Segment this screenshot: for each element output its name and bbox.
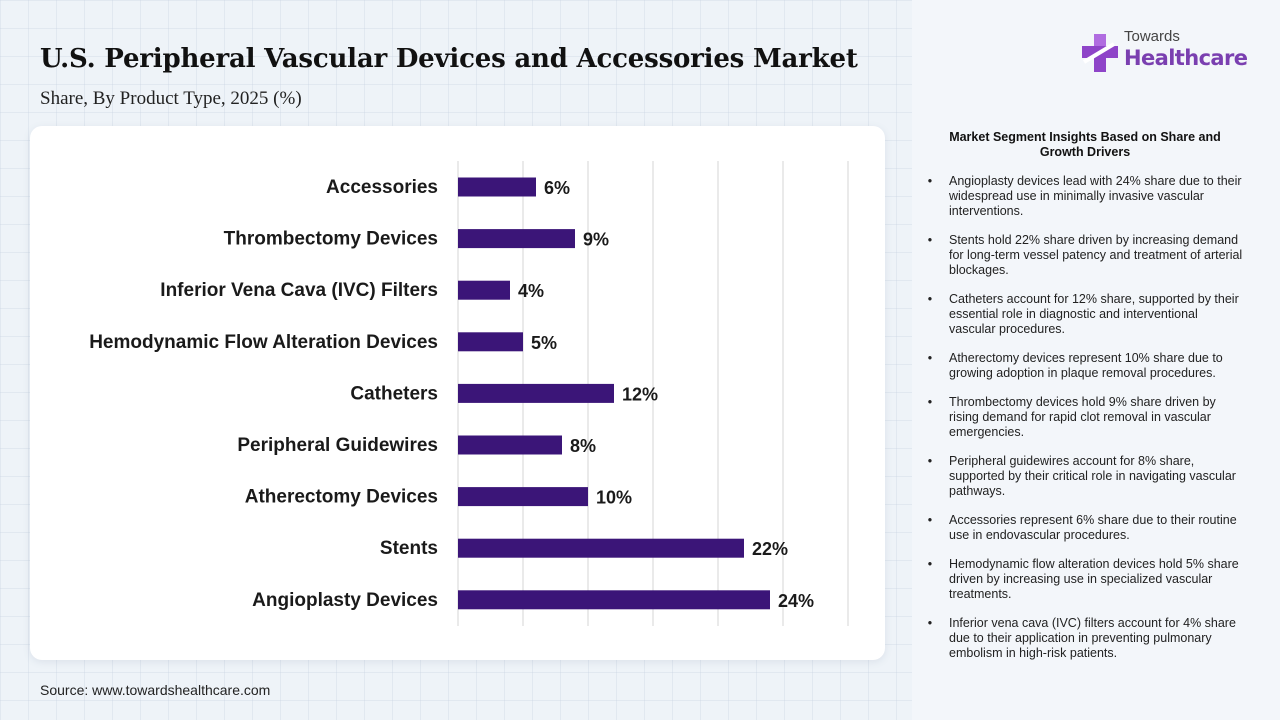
insight-text: Atherectomy devices represent 10% share … — [949, 351, 1223, 380]
page-subtitle: Share, By Product Type, 2025 (%) — [40, 88, 302, 109]
insight-item: • Peripheral guidewires account for 8% sh… — [925, 454, 1245, 499]
bullet-icon: • — [927, 174, 933, 188]
insight-item: • Accessories represent 6% share due to t… — [925, 513, 1245, 543]
data-label: 12% — [622, 384, 658, 404]
page-title: U.S. Peripheral Vascular Devices and Acc… — [40, 44, 858, 74]
logo-text-top: Towards — [1124, 28, 1180, 45]
data-label: 4% — [518, 281, 544, 301]
category-label: Atherectomy Devices — [245, 487, 438, 508]
insight-text: Hemodynamic flow alteration devices hold… — [949, 557, 1239, 601]
insight-text: Thrombectomy devices hold 9% share drive… — [949, 395, 1216, 439]
bullet-icon: • — [927, 233, 933, 247]
insight-text: Peripheral guidewires account for 8% sha… — [949, 454, 1236, 498]
bullet-icon: • — [927, 395, 933, 409]
insights-title: Market Segment Insights Based on Share a… — [949, 130, 1221, 159]
data-label: 6% — [544, 178, 570, 198]
category-label: Angioplasty Devices — [252, 590, 438, 611]
data-label: 8% — [570, 436, 596, 456]
insight-text: Inferior vena cava (IVC) filters account… — [949, 616, 1236, 660]
insights-items: • Angioplasty devices lead with 24% share… — [925, 174, 1245, 661]
insight-text: Catheters account for 12% share, support… — [949, 292, 1239, 336]
insight-item: • Hemodynamic flow alteration devices hol… — [925, 557, 1245, 602]
category-label: Accessories — [326, 177, 438, 198]
bar — [458, 538, 744, 558]
insight-item: • Atherectomy devices represent 10% share… — [925, 351, 1245, 381]
insight-text: Angioplasty devices lead with 24% share … — [949, 174, 1242, 218]
bullet-icon: • — [927, 454, 933, 468]
insights-list: Market Segment Insights Based on Share a… — [925, 130, 1245, 675]
insight-item: • Thrombectomy devices hold 9% share driv… — [925, 395, 1245, 440]
insight-item: • Inferior vena cava (IVC) filters accoun… — [925, 616, 1245, 661]
insight-text: Accessories represent 6% share due to th… — [949, 513, 1237, 542]
bar-chart: Accessories 6% Thrombectomy Devices 9% Infer… — [89, 161, 849, 626]
category-label: Thrombectomy Devices — [224, 229, 438, 250]
bar — [458, 280, 510, 300]
data-label: 24% — [778, 591, 814, 611]
bullet-icon: • — [927, 616, 933, 630]
data-label: 5% — [531, 333, 557, 353]
data-label: 9% — [583, 230, 609, 250]
category-label: Stents — [380, 538, 438, 559]
bullet-icon: • — [927, 513, 933, 527]
data-label: 22% — [752, 539, 788, 559]
bar — [458, 177, 536, 197]
bullet-icon: • — [927, 557, 933, 571]
brand-logo: Towards Healthcare — [1080, 26, 1260, 78]
bar — [458, 383, 614, 403]
insight-item: • Catheters account for 12% share, suppor… — [925, 292, 1245, 337]
category-label: Catheters — [350, 383, 438, 404]
insight-item: • Angioplasty devices lead with 24% share… — [925, 174, 1245, 219]
insight-text: Stents hold 22% share driven by increasi… — [949, 233, 1243, 277]
medical-cross-icon — [1082, 34, 1118, 72]
bar — [458, 487, 588, 507]
bullet-icon: • — [927, 292, 933, 306]
category-label: Peripheral Guidewires — [237, 435, 438, 456]
category-label: Inferior Vena Cava (IVC) Filters — [160, 280, 438, 301]
source-note: Source: www.towardshealthcare.com — [40, 682, 271, 698]
logo-text-main: Healthcare — [1124, 46, 1248, 70]
bar — [458, 332, 523, 352]
bullet-icon: • — [927, 351, 933, 365]
data-label: 10% — [596, 488, 632, 508]
category-label: Hemodynamic Flow Alteration Devices — [89, 332, 438, 353]
insight-item: • Stents hold 22% share driven by increas… — [925, 233, 1245, 278]
insights-panel-background — [912, 0, 1280, 720]
chart-card: Accessories 6% Thrombectomy Devices 9% Infer… — [30, 126, 885, 660]
bar — [458, 590, 770, 610]
bar — [458, 229, 575, 249]
bar — [458, 435, 562, 455]
